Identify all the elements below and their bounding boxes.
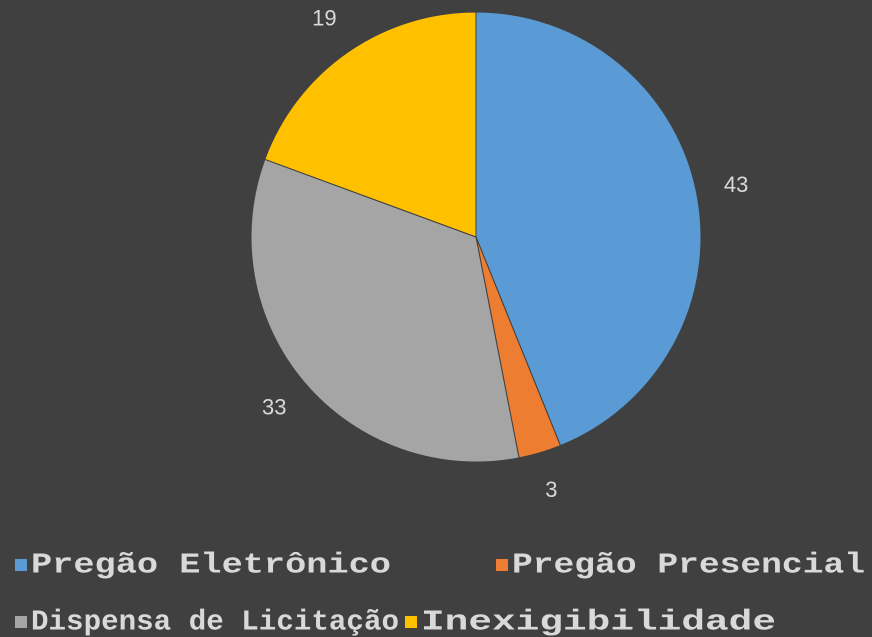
legend-swatch <box>496 559 508 571</box>
legend-label: Dispensa de Licitação <box>31 606 399 637</box>
legend-label: Inexigibilidade <box>421 606 776 637</box>
data-label: 19 <box>312 5 336 30</box>
data-label: 43 <box>724 172 748 197</box>
legend-label: Pregão Eletrônico <box>31 549 391 582</box>
legend-swatch <box>15 616 27 628</box>
pie-slice <box>264 11 477 238</box>
legend-swatch <box>15 559 27 571</box>
data-label: 33 <box>262 395 286 420</box>
data-label: 3 <box>545 477 557 502</box>
legend-label: Pregão Presencial <box>512 549 865 582</box>
legend-swatch <box>405 616 417 628</box>
pie-slice <box>250 158 520 463</box>
pie-slice <box>475 11 702 447</box>
